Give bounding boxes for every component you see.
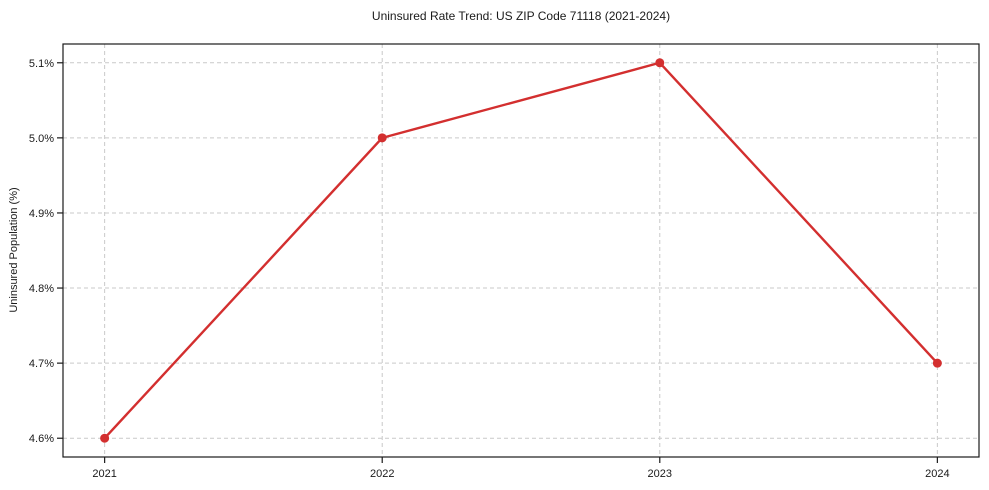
data-point-marker (377, 133, 387, 143)
plot-border (62, 43, 980, 458)
x-tick-label: 2022 (370, 468, 394, 480)
y-tick-label: 5.1% (29, 58, 54, 70)
data-point-marker (100, 433, 110, 443)
y-tick-label: 4.8% (29, 283, 54, 295)
y-tick-label: 4.9% (29, 208, 54, 220)
y-tick-label: 5.0% (29, 133, 54, 145)
x-tick-label: 2024 (925, 468, 949, 480)
x-tick-label: 2023 (648, 468, 672, 480)
y-tick-label: 4.6% (29, 433, 54, 445)
chart-title: Uninsured Rate Trend: US ZIP Code 71118 … (371, 9, 671, 23)
data-point-marker (655, 58, 665, 68)
x-tick-label: 2021 (92, 468, 116, 480)
trend-line (103, 61, 939, 440)
data-point-marker (932, 358, 942, 368)
y-tick-label: 4.7% (29, 358, 54, 370)
